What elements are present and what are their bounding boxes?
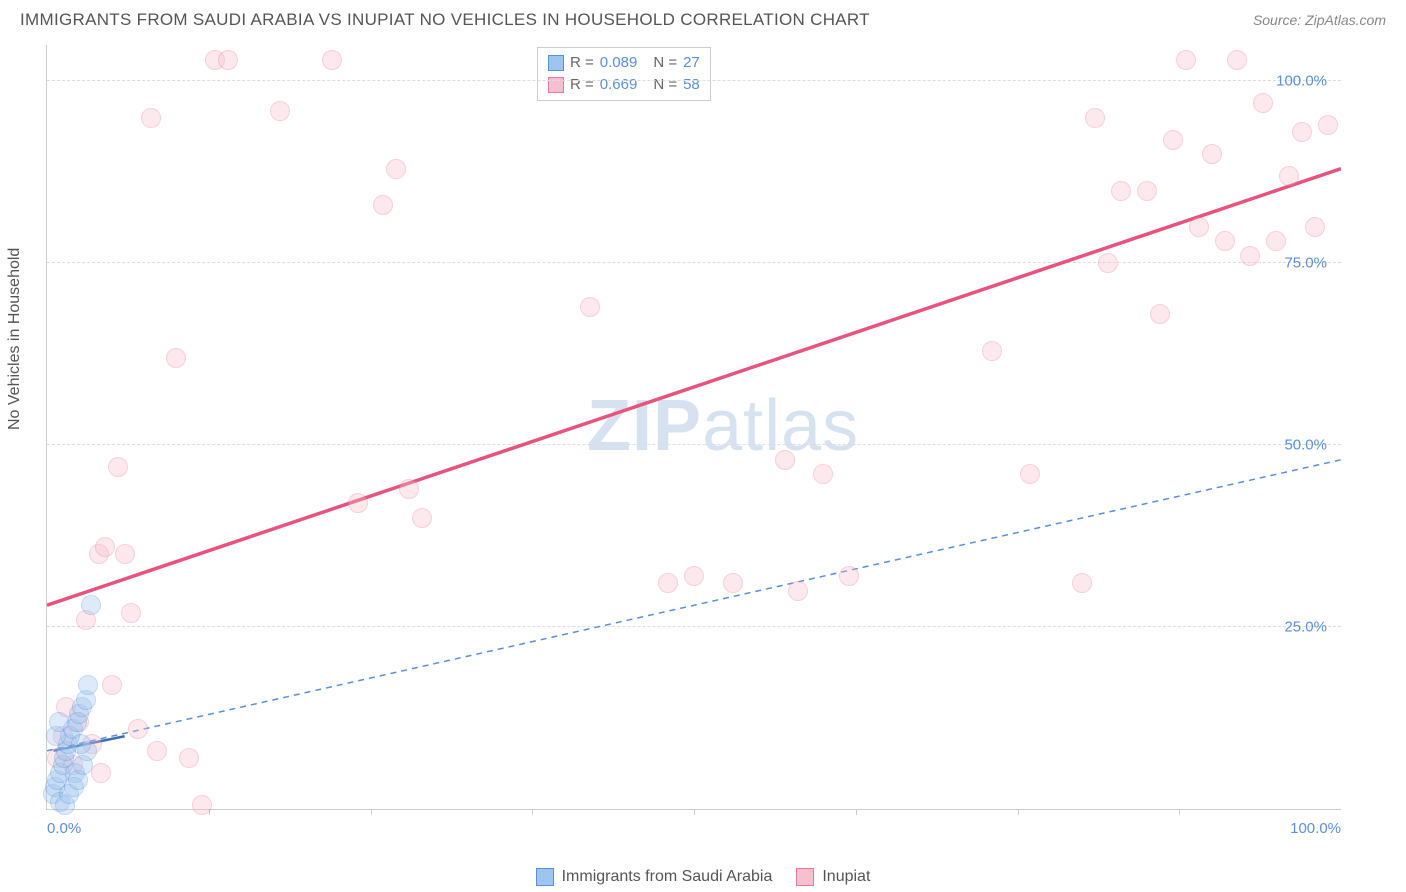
scatter-point-b [348,493,368,513]
scatter-point-b [1098,253,1118,273]
scatter-chart: ZIPatlas R = 0.089 N = 27 R = 0.669 N = … [46,45,1341,810]
r-value-b: 0.669 [600,74,638,96]
scatter-point-a [49,712,69,732]
scatter-point-b [1072,573,1092,593]
scatter-point-b [373,195,393,215]
y-tick-label: 75.0% [1284,255,1327,272]
scatter-point-b [121,603,141,623]
gridline-horizontal [47,80,1341,81]
gridline-horizontal [47,626,1341,627]
scatter-point-b [775,450,795,470]
scatter-point-b [322,50,342,70]
scatter-point-b [1150,304,1170,324]
scatter-point-b [1305,217,1325,237]
scatter-point-b [1176,50,1196,70]
scatter-point-b [128,719,148,739]
scatter-point-b [399,479,419,499]
r-value-a: 0.089 [600,52,638,74]
scatter-point-b [1189,217,1209,237]
x-tick-label: 0.0% [47,820,81,837]
scatter-point-b [1318,115,1338,135]
scatter-point-b [115,544,135,564]
scatter-point-b [1202,144,1222,164]
chart-title: IMMIGRANTS FROM SAUDI ARABIA VS INUPIAT … [20,10,870,30]
scatter-point-b [192,795,212,815]
n-value-b: 58 [683,74,700,96]
scatter-point-b [166,348,186,368]
y-axis-label: No Vehicles in Household [6,248,24,430]
scatter-point-b [1163,130,1183,150]
scatter-point-b [270,101,290,121]
scatter-point-b [179,748,199,768]
legend-label-b: Inupiat [822,868,870,886]
scatter-point-b [386,159,406,179]
y-tick-label: 25.0% [1284,619,1327,636]
scatter-point-b [723,573,743,593]
watermark: ZIPatlas [587,385,859,467]
scatter-point-b [108,457,128,477]
x-tick-mark [1179,809,1180,815]
scatter-point-b [1279,166,1299,186]
scatter-point-b [580,297,600,317]
n-value-a: 27 [683,52,700,74]
scatter-point-b [141,108,161,128]
x-tick-mark [694,809,695,815]
source-attribution: Source: ZipAtlas.com [1253,12,1386,28]
scatter-point-b [1292,122,1312,142]
x-tick-label: 100.0% [1290,820,1341,837]
scatter-point-b [1020,464,1040,484]
legend-label-a: Immigrants from Saudi Arabia [562,868,773,886]
scatter-point-b [102,675,122,695]
scatter-point-a [71,734,91,754]
scatter-point-b [982,341,1002,361]
scatter-point-b [91,763,111,783]
scatter-point-b [839,566,859,586]
scatter-point-a [81,595,101,615]
scatter-point-b [684,566,704,586]
x-tick-mark [1018,809,1019,815]
y-tick-label: 50.0% [1284,437,1327,454]
swatch-a-icon [548,55,564,71]
stats-row-series-a: R = 0.089 N = 27 [548,52,700,74]
scatter-point-b [1137,181,1157,201]
scatter-point-b [1215,231,1235,251]
scatter-point-b [1085,108,1105,128]
x-tick-mark [856,809,857,815]
scatter-point-b [813,464,833,484]
scatter-point-b [1227,50,1247,70]
scatter-point-b [788,581,808,601]
legend: Immigrants from Saudi Arabia Inupiat [0,868,1406,886]
x-tick-mark [532,809,533,815]
scatter-point-b [1253,93,1273,113]
gridline-horizontal [47,262,1341,263]
scatter-point-b [1111,181,1131,201]
legend-item-a: Immigrants from Saudi Arabia [536,868,773,886]
gridline-horizontal [47,444,1341,445]
scatter-point-b [658,573,678,593]
x-tick-mark [371,809,372,815]
scatter-point-a [78,675,98,695]
scatter-point-b [412,508,432,528]
swatch-b-icon [548,77,564,93]
legend-swatch-a-icon [536,868,554,886]
scatter-point-b [1240,246,1260,266]
scatter-point-b [147,741,167,761]
scatter-point-b [95,537,115,557]
scatter-point-b [218,50,238,70]
trendlines-layer [47,45,1341,809]
stats-row-series-b: R = 0.669 N = 58 [548,74,700,96]
legend-item-b: Inupiat [796,868,870,886]
scatter-point-b [1266,231,1286,251]
y-tick-label: 100.0% [1276,73,1327,90]
stats-legend-box: R = 0.089 N = 27 R = 0.669 N = 58 [537,47,711,101]
legend-swatch-b-icon [796,868,814,886]
